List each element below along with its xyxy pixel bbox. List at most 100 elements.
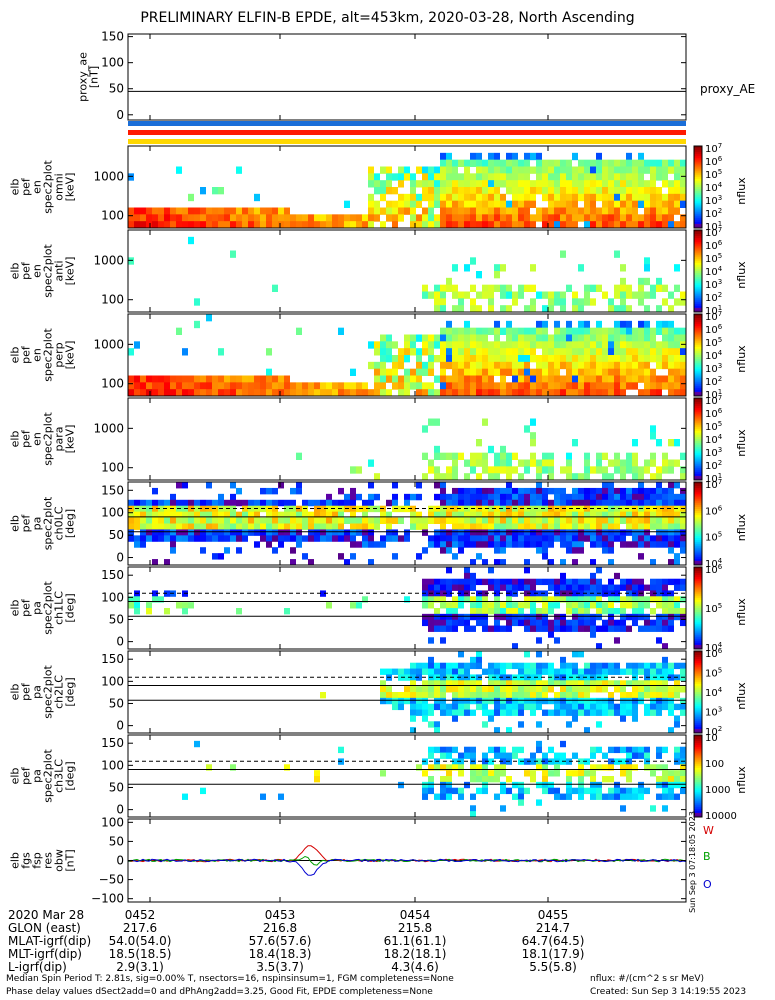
heatmap-cell: [458, 493, 464, 501]
colorbar-swatch: [694, 482, 702, 485]
heatmap-cell: [170, 382, 176, 390]
heatmap-cell: [308, 523, 314, 530]
heatmap-cell: [356, 493, 362, 501]
heatmap-cell: [446, 389, 452, 397]
heatmap-cell: [530, 327, 536, 335]
heatmap-cell: [656, 529, 662, 536]
heatmap-cell: [350, 382, 356, 390]
heatmap-cell: [332, 523, 338, 530]
heatmap-cell: [134, 523, 140, 530]
heatmap-cell: [668, 770, 674, 777]
heatmap-cell: [620, 180, 626, 188]
heatmap-cell: [500, 787, 506, 795]
heatmap-cell: [218, 523, 224, 530]
heatmap-cell: [266, 368, 272, 376]
heatmap-cell: [404, 173, 410, 181]
heatmap-cell: [380, 368, 386, 376]
heatmap-cell: [146, 221, 152, 229]
heatmap-cell: [452, 608, 458, 615]
heatmap-cell: [638, 746, 644, 754]
heatmap-cell: [356, 523, 362, 530]
heatmap-cell: [614, 327, 620, 335]
heatmap-cell: [518, 382, 524, 390]
colorbar-swatch: [694, 488, 702, 491]
colorbar-swatch: [694, 230, 702, 233]
heatmap-cell: [590, 697, 596, 705]
heatmap-cell: [572, 584, 578, 591]
heatmap-cell: [674, 482, 680, 489]
heatmap-cell: [518, 375, 524, 383]
colorbar-swatch: [694, 168, 702, 172]
heatmap-cell: [494, 466, 500, 474]
heatmap-cell: [164, 523, 170, 530]
colorbar-swatch: [694, 459, 702, 463]
heatmap-cell: [656, 619, 662, 627]
heatmap-cell: [530, 770, 536, 777]
heatmap-cell: [674, 703, 680, 711]
heatmap-cell: [644, 529, 650, 536]
heatmap-cell: [554, 291, 560, 299]
heatmap-cell: [272, 499, 278, 507]
heatmap-cell: [416, 662, 422, 670]
heatmap-cell: [602, 686, 608, 693]
heatmap-cell: [644, 320, 650, 329]
heatmap-cell: [650, 207, 656, 215]
heatmap-cell: [434, 746, 440, 754]
heatmap-cell: [386, 334, 392, 342]
heatmap-cell: [620, 764, 626, 771]
heatmap-cell: [356, 517, 362, 524]
heatmap-cell: [200, 214, 206, 222]
heatmap-cell: [218, 535, 224, 542]
heatmap-cell: [338, 327, 344, 335]
heatmap-cell: [440, 776, 446, 783]
heatmap-cell: [464, 341, 470, 349]
heatmap-cell: [524, 348, 530, 356]
heatmap-cell: [614, 466, 620, 474]
colorbar-frame: [693, 229, 703, 313]
heatmap-cell: [134, 535, 140, 542]
heatmap-cell: [650, 686, 656, 693]
heatmap-cell: [428, 787, 434, 795]
heatmap-cell: [446, 567, 452, 574]
heatmap-cell: [500, 459, 506, 467]
heatmap-cell: [656, 596, 662, 603]
heatmap-cell: [434, 445, 440, 454]
heatmap-cell: [638, 334, 644, 342]
colorbar-swatch: [694, 379, 702, 383]
heatmap-cell: [488, 674, 494, 681]
heatmap-cell: [476, 327, 482, 335]
heatmap-cell: [596, 584, 602, 591]
heatmap-cell: [590, 334, 596, 342]
heatmap-cell: [404, 686, 410, 693]
heatmap-cell: [584, 493, 590, 501]
heatmap-cell: [668, 305, 674, 313]
heatmap-cell: [542, 166, 548, 174]
colorbar-swatch: [694, 250, 702, 254]
heatmap-cell: [356, 541, 362, 548]
heatmap-cell: [242, 505, 248, 513]
heatmap-cell: [566, 584, 572, 591]
heatmap-cell: [566, 608, 572, 615]
heatmap-cell: [440, 584, 446, 591]
y-tick-label: 50: [109, 834, 124, 848]
heatmap-cell: [656, 703, 662, 711]
heatmap-cell: [542, 459, 548, 467]
heatmap-cell: [614, 703, 620, 711]
heatmap-cell: [434, 596, 440, 603]
heatmap-cell: [140, 375, 146, 383]
heatmap-cell: [578, 596, 584, 603]
heatmap-cell: [566, 159, 572, 167]
heatmap-cell: [662, 207, 668, 215]
heatmap-cell: [494, 320, 500, 329]
heatmap-cell: [674, 770, 680, 777]
heatmap-cell: [602, 466, 608, 474]
colorbar-swatch: [694, 759, 702, 763]
colorbar-swatch: [694, 659, 702, 662]
heatmap-cell: [602, 662, 608, 670]
heatmap-cell: [566, 602, 572, 609]
colorbar-swatch: [694, 677, 702, 681]
heatmap-cell: [584, 770, 590, 777]
heatmap-cell: [500, 692, 506, 699]
heatmap-cell: [584, 680, 590, 687]
